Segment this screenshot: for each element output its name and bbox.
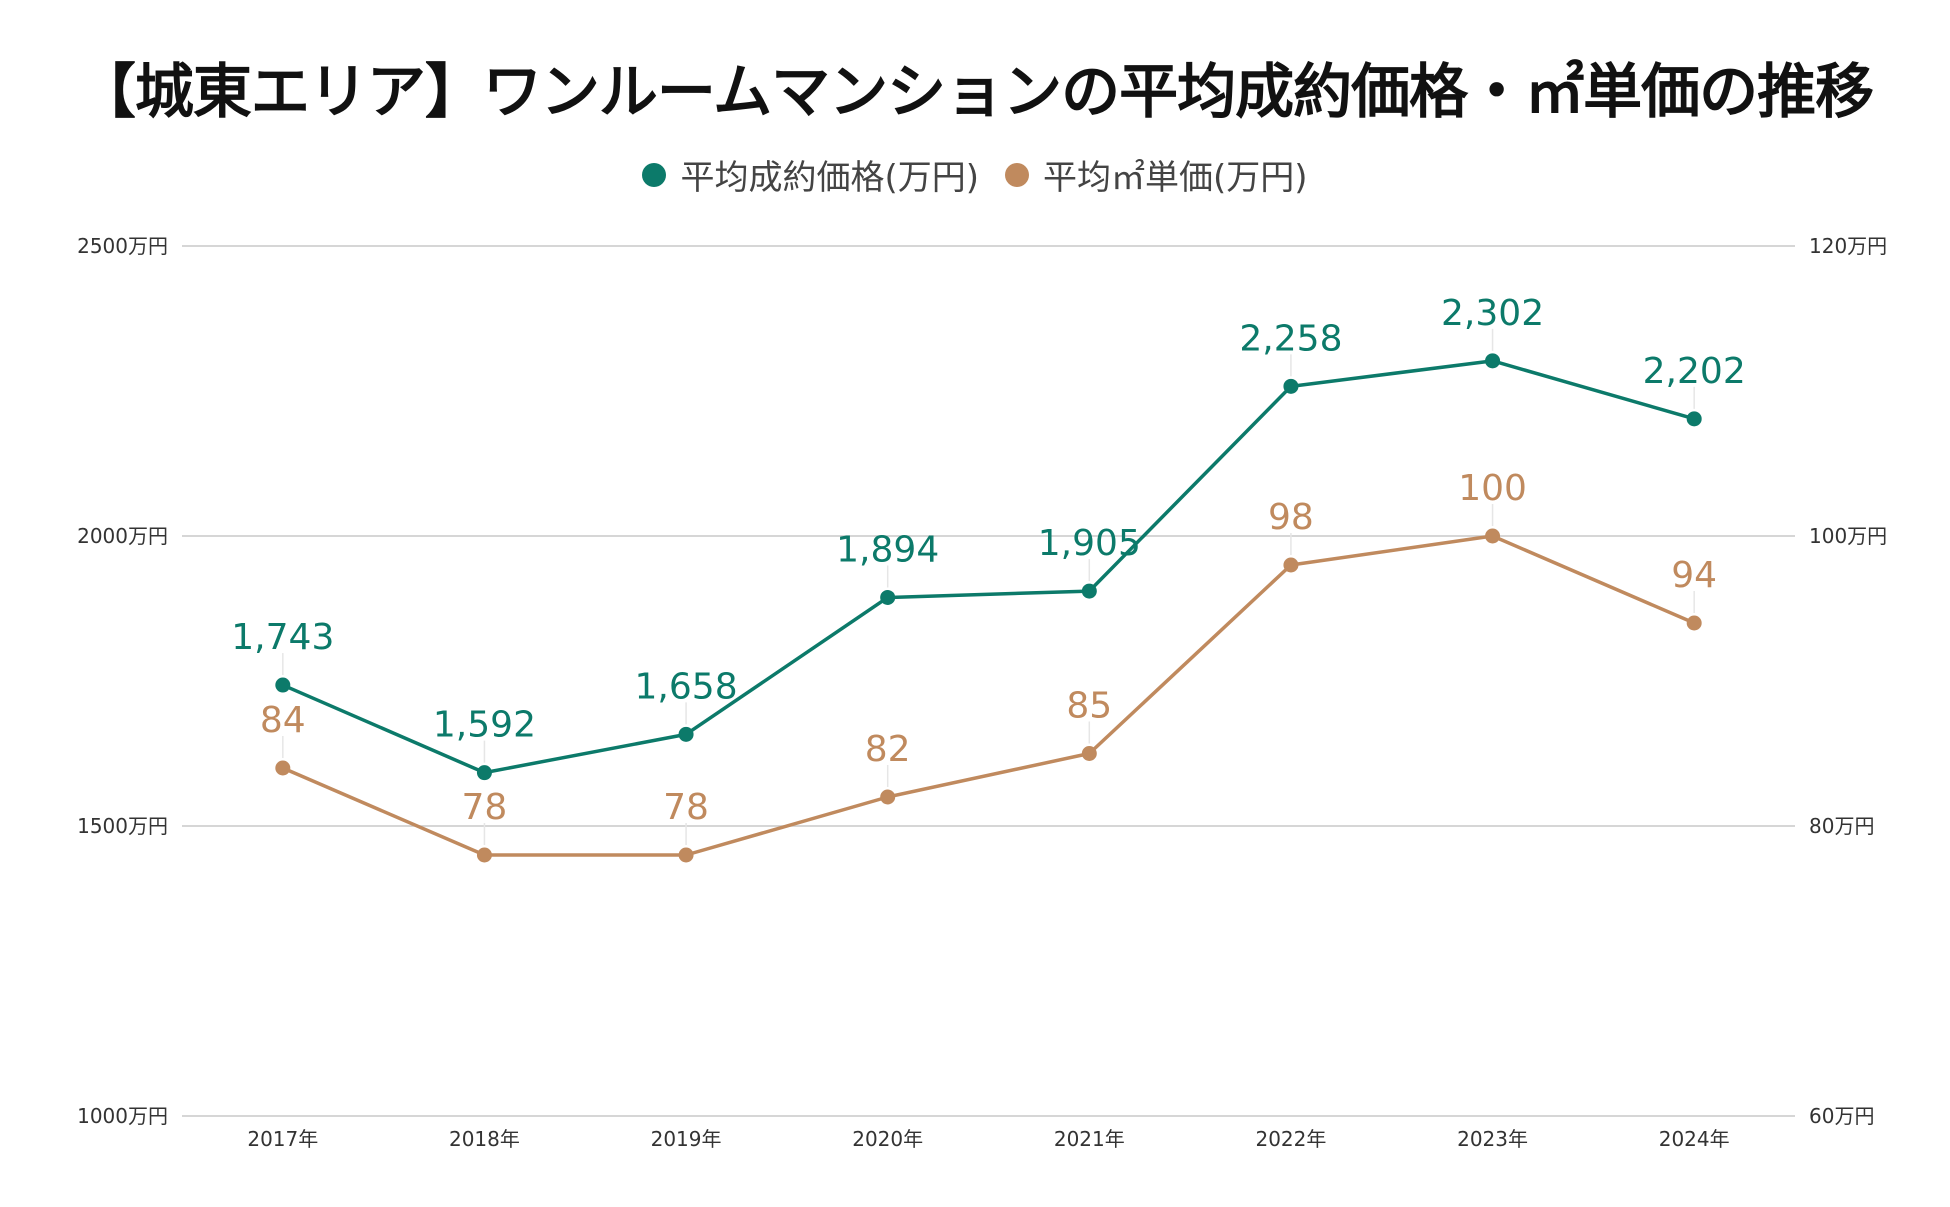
chart-legend: 平均成約価格(万円) 平均㎡単価(万円) bbox=[0, 150, 1950, 199]
x-tick-label: 2017年 bbox=[247, 1127, 318, 1151]
data-labels: 1,743 1,592 1,658 1,894 1,905 2,258 2,302 2,202… bbox=[231, 293, 1745, 828]
unit-price-point bbox=[1081, 746, 1097, 761]
y-left-tick-label: 1500万円 bbox=[77, 814, 168, 838]
x-tick-label: 2020年 bbox=[852, 1127, 923, 1151]
x-tick-label: 2024年 bbox=[1659, 1127, 1730, 1151]
series-lines bbox=[275, 353, 1702, 863]
unit-price-point bbox=[880, 789, 896, 805]
unit-price-data-label: 82 bbox=[865, 729, 911, 770]
price-data-label: 1,658 bbox=[635, 666, 738, 707]
price-point bbox=[880, 589, 896, 605]
legend-label-price: 平均成約価格(万円) bbox=[680, 158, 979, 198]
y-right-tick-label: 80万円 bbox=[1809, 814, 1874, 838]
unit-price-point bbox=[1686, 615, 1702, 631]
y-right-tick-label: 60万円 bbox=[1809, 1104, 1874, 1128]
price-data-label: 1,592 bbox=[433, 705, 536, 746]
price-data-label: 1,905 bbox=[1038, 523, 1141, 564]
x-tick-label: 2022年 bbox=[1255, 1127, 1326, 1151]
unit-price-series-line bbox=[282, 534, 1695, 857]
unit-price-point bbox=[1283, 557, 1299, 573]
price-data-label: 2,202 bbox=[1643, 351, 1746, 392]
y-right-tick-label: 100万円 bbox=[1809, 524, 1887, 548]
x-axis: 2017年 2018年 2019年 2020年 2021年 2022年 2023年 2024年 bbox=[247, 1127, 1729, 1151]
unit-price-data-label: 98 bbox=[1268, 497, 1314, 538]
grid-lines bbox=[182, 245, 1795, 1117]
price-series-line bbox=[282, 359, 1695, 775]
x-tick-label: 2023年 bbox=[1457, 1127, 1528, 1151]
price-point bbox=[1081, 583, 1097, 599]
y-right-tick-label: 120万円 bbox=[1809, 234, 1887, 258]
unit-price-point bbox=[678, 847, 694, 863]
price-point bbox=[1485, 353, 1501, 369]
legend-label-unit-price: 平均㎡単価(万円) bbox=[1043, 158, 1308, 198]
price-data-label: 2,258 bbox=[1239, 318, 1342, 359]
y-axis-left: 1000万円 1500万円 2000万円 2500万円 bbox=[77, 234, 168, 1128]
unit-price-data-label: 78 bbox=[663, 787, 709, 828]
price-point bbox=[476, 765, 492, 781]
price-data-label: 1,743 bbox=[231, 617, 334, 658]
x-tick-label: 2019年 bbox=[651, 1127, 722, 1151]
price-point bbox=[275, 677, 291, 693]
y-left-tick-label: 1000万円 bbox=[77, 1104, 168, 1128]
unit-price-data-label: 94 bbox=[1671, 555, 1717, 596]
price-point bbox=[1283, 378, 1299, 394]
y-left-tick-label: 2000万円 bbox=[77, 524, 168, 548]
unit-price-data-label: 84 bbox=[260, 700, 306, 741]
price-data-label: 1,894 bbox=[836, 529, 939, 570]
x-tick-label: 2018年 bbox=[449, 1127, 520, 1151]
legend-marker-price bbox=[642, 162, 667, 187]
label-connectors bbox=[282, 328, 1695, 845]
unit-price-data-label: 100 bbox=[1458, 468, 1527, 509]
price-point bbox=[678, 726, 694, 742]
price-data-label: 2,302 bbox=[1441, 293, 1544, 334]
legend-item-unit-price[interactable]: 平均㎡単価(万円) bbox=[1005, 150, 1308, 199]
unit-price-point bbox=[275, 760, 291, 776]
legend-item-price[interactable]: 平均成約価格(万円) bbox=[642, 150, 979, 199]
legend-marker-unit-price bbox=[1005, 162, 1029, 187]
unit-price-point bbox=[1485, 528, 1501, 544]
unit-price-data-label: 85 bbox=[1066, 686, 1112, 727]
unit-price-data-label: 78 bbox=[462, 787, 508, 828]
x-tick-label: 2021年 bbox=[1054, 1127, 1125, 1151]
y-axis-right: 60万円 80万円 100万円 120万円 bbox=[1809, 234, 1887, 1128]
price-point bbox=[1686, 411, 1702, 427]
y-left-tick-label: 2500万円 bbox=[77, 234, 168, 258]
chart-title: 【城東エリア】ワンルームマンションの平均成約価格・㎡単価の推移 bbox=[76, 57, 1874, 126]
unit-price-point bbox=[476, 847, 492, 863]
